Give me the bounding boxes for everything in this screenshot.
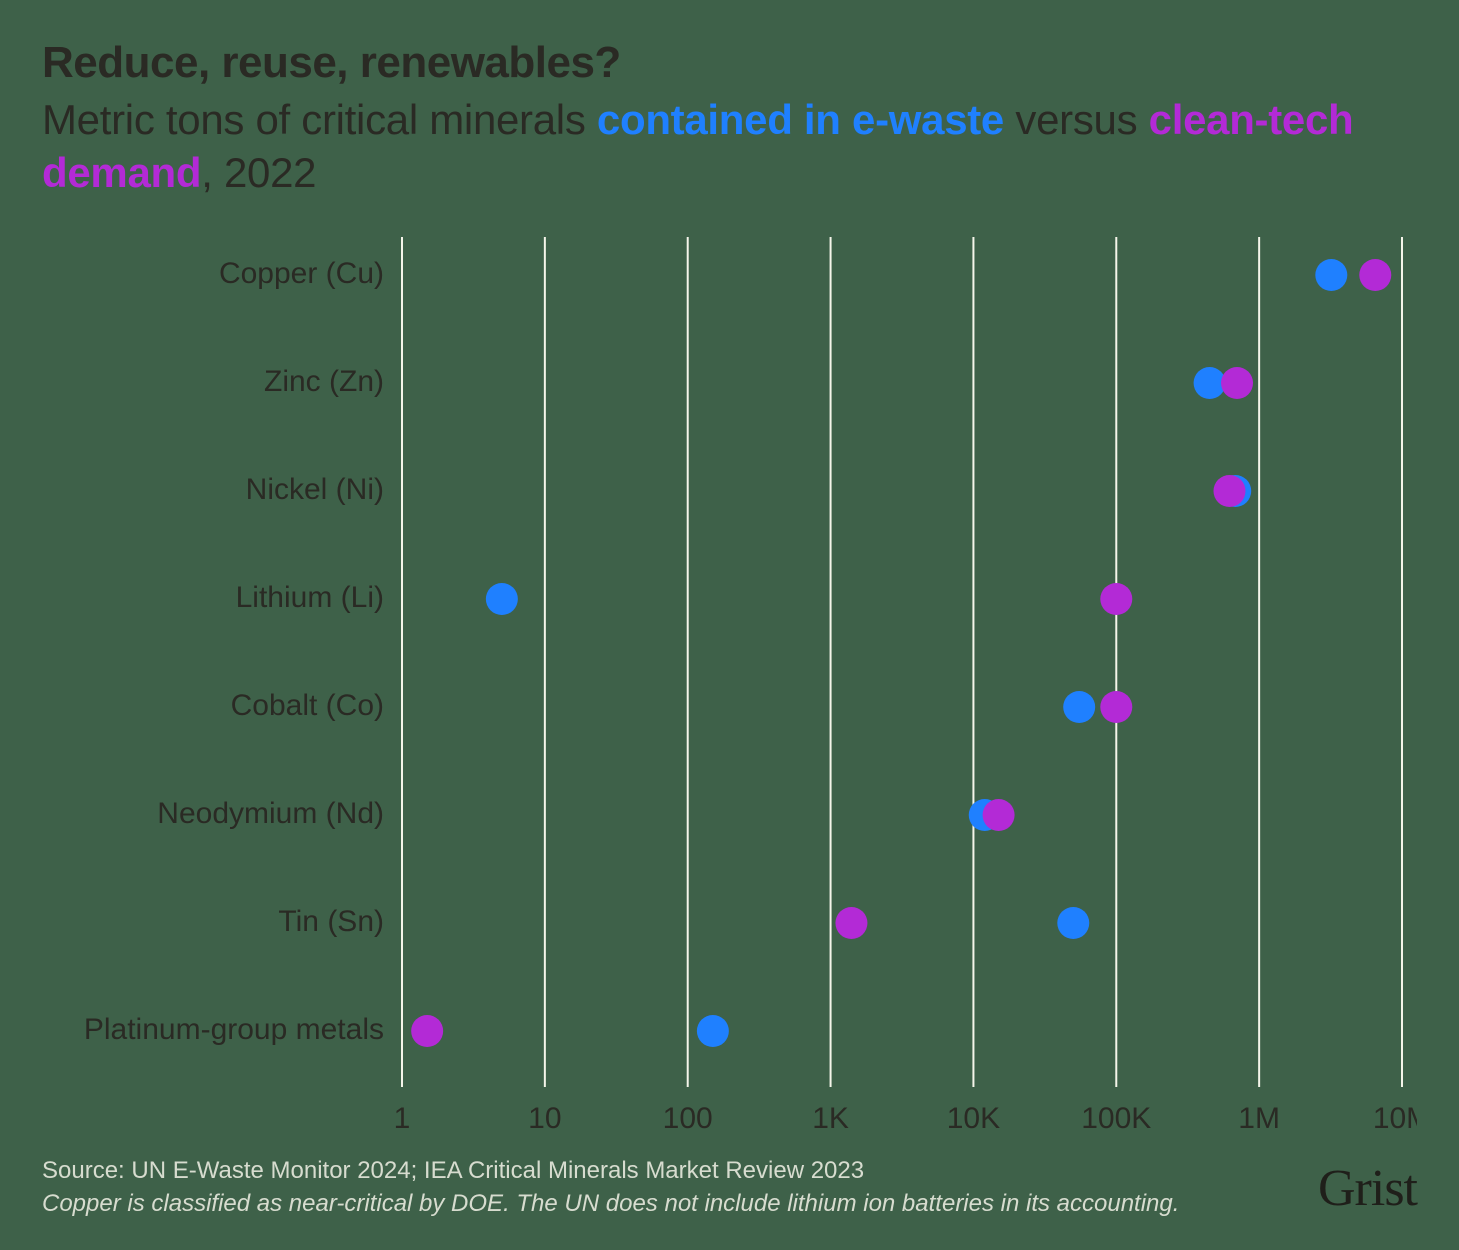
x-tick-label: 1M xyxy=(1238,1102,1280,1135)
row-label: Neodymium (Nd) xyxy=(157,797,384,830)
row-label: Zinc (Zn) xyxy=(264,365,384,398)
row-label: Copper (Cu) xyxy=(219,257,384,290)
subtitle-part: , 2022 xyxy=(201,149,316,196)
row-label: Cobalt (Co) xyxy=(231,689,384,722)
ewaste-dot xyxy=(697,1015,729,1047)
demand-dot xyxy=(1213,475,1245,507)
row-label: Nickel (Ni) xyxy=(246,473,384,506)
demand-dot xyxy=(835,907,867,939)
source-line: Source: UN E-Waste Monitor 2024; IEA Cri… xyxy=(42,1157,864,1184)
chart-title: Reduce, reuse, renewables? xyxy=(42,38,1417,88)
subtitle-part: versus xyxy=(1004,96,1149,143)
dumbbell-chart-svg: 1 10 100 1K 10K 100K 1M 10M Copper (Cu) Zinc (Zn)… xyxy=(42,227,1417,1167)
demand-dot xyxy=(1100,583,1132,615)
ewaste-dot xyxy=(1057,907,1089,939)
chart-area: 1 10 100 1K 10K 100K 1M 10M Copper (Cu) Zinc (Zn)… xyxy=(42,227,1417,1167)
row-label: Platinum-group metals xyxy=(84,1013,384,1046)
subtitle-part: Metric tons of critical minerals xyxy=(42,96,597,143)
chart-subtitle: Metric tons of critical minerals contain… xyxy=(42,94,1417,199)
x-tick-label: 10K xyxy=(947,1102,1000,1135)
ewaste-dot xyxy=(1194,367,1226,399)
x-tick-label: 10M xyxy=(1373,1102,1417,1135)
demand-dot xyxy=(983,799,1015,831)
x-tick-label: 100K xyxy=(1081,1102,1151,1135)
source-note: Copper is classified as near-critical by… xyxy=(42,1188,1179,1220)
demand-dot xyxy=(411,1015,443,1047)
ewaste-dot xyxy=(1315,259,1347,291)
ewaste-dot xyxy=(486,583,518,615)
row-label: Tin (Sn) xyxy=(278,905,384,938)
x-tick-label: 10 xyxy=(528,1102,561,1135)
grist-logo: Grist xyxy=(1318,1159,1417,1220)
demand-dot xyxy=(1359,259,1391,291)
source-text: Source: UN E-Waste Monitor 2024; IEA Cri… xyxy=(42,1155,1179,1220)
subtitle-ewaste-highlight: contained in e-waste xyxy=(597,96,1004,143)
row-label: Lithium (Li) xyxy=(236,581,384,614)
x-tick-label: 1 xyxy=(394,1102,411,1135)
ewaste-dot xyxy=(1063,691,1095,723)
x-tick-label: 100 xyxy=(663,1102,713,1135)
x-tick-label: 1K xyxy=(812,1102,849,1135)
demand-dot xyxy=(1221,367,1253,399)
demand-dot xyxy=(1100,691,1132,723)
